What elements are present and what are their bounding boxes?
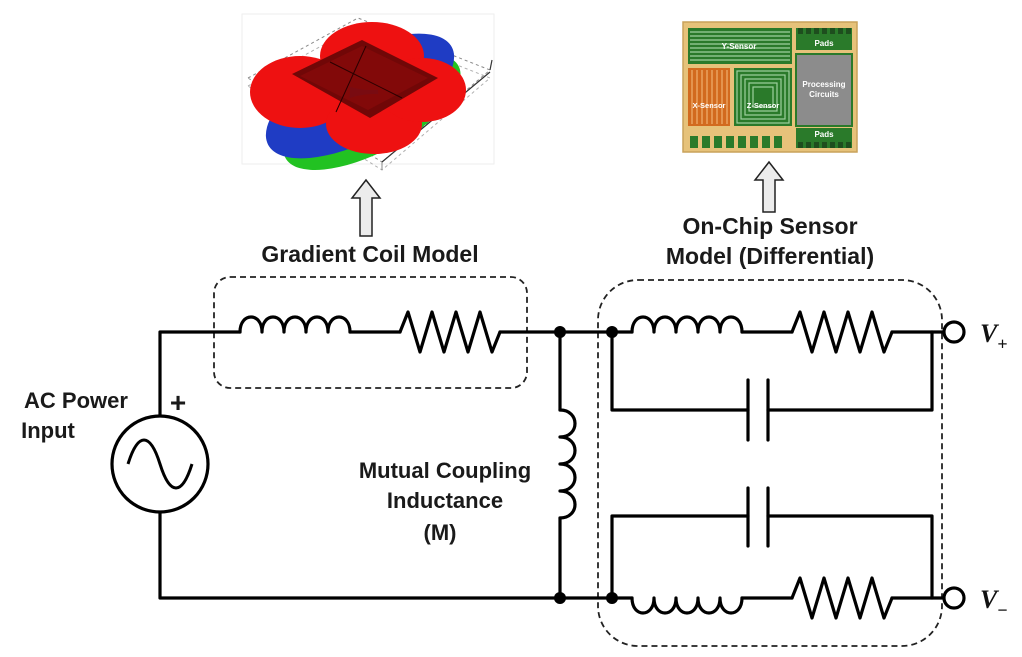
mutual-inductor-icon — [558, 408, 577, 520]
chip-pads-top-label: Pads — [814, 39, 834, 48]
output-terminal-minus — [942, 586, 966, 610]
inductor-icon — [238, 315, 352, 334]
resistor-icon — [790, 310, 894, 354]
ac-power-label-1: AC Power — [24, 388, 128, 413]
chip-processing-label-2: Circuits — [809, 90, 839, 99]
chip-y-sensor-label: Y-Sensor — [722, 42, 757, 51]
mutual-coupling-label-3: (M) — [424, 520, 457, 545]
mutual-coupling-label-2: Inductance — [387, 488, 503, 513]
resistor-icon — [398, 310, 502, 354]
chip-pads-bottom-label: Pads — [814, 130, 834, 139]
circuit-wires — [158, 330, 946, 600]
sensor-model-box — [597, 279, 943, 647]
sensor-model-label-1: On-Chip Sensor — [682, 213, 857, 239]
mutual-coupling-label-1: Mutual Coupling — [359, 458, 531, 483]
sensor-chip-image: Y-Sensor Pads Processing Circuits X-Sens… — [682, 21, 858, 153]
plus-sign-label: + — [170, 387, 186, 418]
output-terminal-plus — [942, 320, 966, 344]
chip-z-sensor-label: Z-Sensor — [747, 101, 780, 110]
arrow-up-icon — [753, 160, 785, 213]
gradient-coil-image — [241, 13, 495, 171]
inductor-icon — [630, 596, 744, 615]
ac-power-label-2: Input — [21, 418, 75, 443]
arrow-up-icon — [350, 178, 382, 237]
junction-dots — [554, 326, 618, 604]
ac-source-icon — [110, 414, 210, 514]
inductor-icon — [630, 315, 744, 334]
chip-x-sensor-label: X-Sensor — [693, 101, 726, 110]
v-plus-label: V+ — [980, 319, 1008, 354]
resistor-icon — [790, 576, 894, 620]
chip-processing-label-1: Processing — [802, 80, 845, 89]
gradient-coil-model-label: Gradient Coil Model — [261, 241, 478, 267]
v-minus-label: V− — [980, 585, 1008, 620]
sensor-model-label-2: Model (Differential) — [666, 243, 874, 269]
